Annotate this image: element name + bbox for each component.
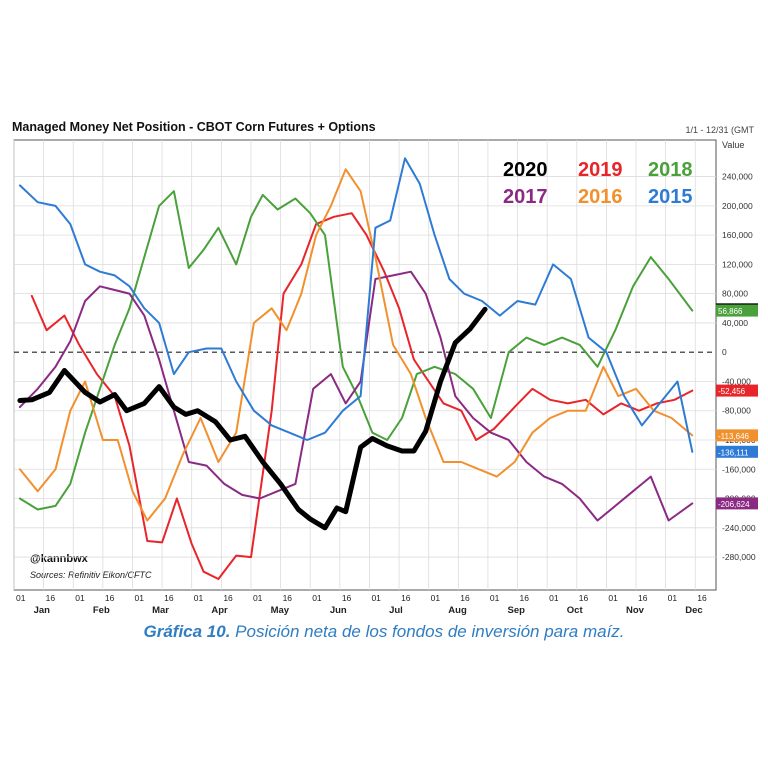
x-tick-day-label: 01 [668,593,678,603]
x-tick-month-label: May [271,605,290,616]
x-tick-day-label: 16 [460,593,470,603]
legend-entry-2016: 2016 [578,186,623,208]
x-tick-day-label: 01 [371,593,381,603]
x-tick-day-label: 16 [283,593,293,603]
x-tick-day-label: 16 [638,593,648,603]
y-tick-label: 200,000 [722,201,753,211]
figure-caption: Gráfica 10. Posición neta de los fondos … [0,622,768,642]
x-tick-day-label: 01 [549,593,559,603]
end-value-label-2015: -136,111 [718,448,749,457]
x-tick-month-label: Jan [34,605,51,616]
caption-label: Gráfica 10. [143,622,231,641]
end-value-tag-2018 [716,304,758,317]
series-line-2019 [30,212,694,580]
x-tick-day-label: 01 [490,593,500,603]
x-tick-month-label: Nov [626,605,645,616]
y-tick-label: -40,000 [722,376,751,386]
series-line-2017 [18,270,694,522]
end-value-label-2017: -206,624 [718,500,750,509]
y-tick-label: 160,000 [722,230,753,240]
series-line-2016 [18,168,694,522]
end-value-label-2019: -52,456 [718,387,746,396]
x-tick-day-label: 01 [312,593,322,603]
x-tick-day-label: 16 [223,593,233,603]
x-tick-day-label: 16 [105,593,115,603]
y-tick-label: -160,000 [722,464,756,474]
chart-title: Managed Money Net Position - CBOT Corn F… [12,120,376,134]
y-axis-title: Value [722,140,745,150]
x-tick-month-label: Apr [211,605,228,616]
legend-entry-2020: 2020 [503,159,548,181]
x-tick-month-label: Aug [448,605,467,616]
y-tick-label: 40,000 [722,318,748,328]
x-tick-month-label: Sep [508,605,526,616]
y-tick-label: 0 [722,347,727,357]
date-range-label: 1/1 - 12/31 (GMT [685,125,754,135]
y-tick-label: -80,000 [722,406,751,416]
end-value-label-2016: -113,646 [718,432,750,441]
x-tick-day-label: 01 [608,593,618,603]
y-tick-label: -280,000 [722,552,756,562]
sources-note: Sources: Refinitiv Eikon/CFTC [30,570,152,580]
x-tick-day-label: 16 [46,593,56,603]
x-tick-month-label: Mar [152,605,169,616]
series-line-2020 [17,306,488,531]
x-tick-day-label: 01 [253,593,263,603]
y-tick-label: 120,000 [722,259,753,269]
x-tick-day-label: 01 [431,593,441,603]
x-tick-day-label: 16 [342,593,352,603]
series-line-2018 [18,190,694,511]
x-tick-month-label: Jul [389,605,403,616]
x-tick-month-label: Dec [685,605,702,616]
series-line-2015 [18,157,694,453]
legend-entry-2017: 2017 [503,186,548,208]
x-tick-month-label: Jun [330,605,347,616]
y-tick-label: -240,000 [722,523,756,533]
y-tick-label: 80,000 [722,289,748,299]
caption-text: Posición neta de los fondos de inversión… [235,622,625,641]
x-tick-month-label: Oct [567,605,584,616]
legend-entry-2015: 2015 [648,186,693,208]
legend-entry-2019: 2019 [578,159,623,181]
end-value-tag-2016 [716,429,758,442]
x-tick-day-label: 01 [75,593,85,603]
x-tick-day-label: 01 [16,593,26,603]
x-tick-day-label: 01 [134,593,144,603]
x-tick-day-label: 16 [579,593,589,603]
x-tick-day-label: 16 [697,593,707,603]
x-tick-day-label: 16 [401,593,411,603]
end-value-tag-2015 [716,445,758,458]
x-tick-day-label: 16 [164,593,174,603]
legend-entry-2018: 2018 [648,159,693,181]
end-value-tag-2017 [716,497,758,510]
x-tick-month-label: Feb [93,605,110,616]
end-value-tag-2019 [716,384,758,397]
x-tick-day-label: 01 [194,593,204,603]
y-tick-label: 240,000 [722,172,753,182]
x-tick-day-label: 16 [520,593,530,603]
end-value-label-2018: 56,866 [718,307,743,316]
